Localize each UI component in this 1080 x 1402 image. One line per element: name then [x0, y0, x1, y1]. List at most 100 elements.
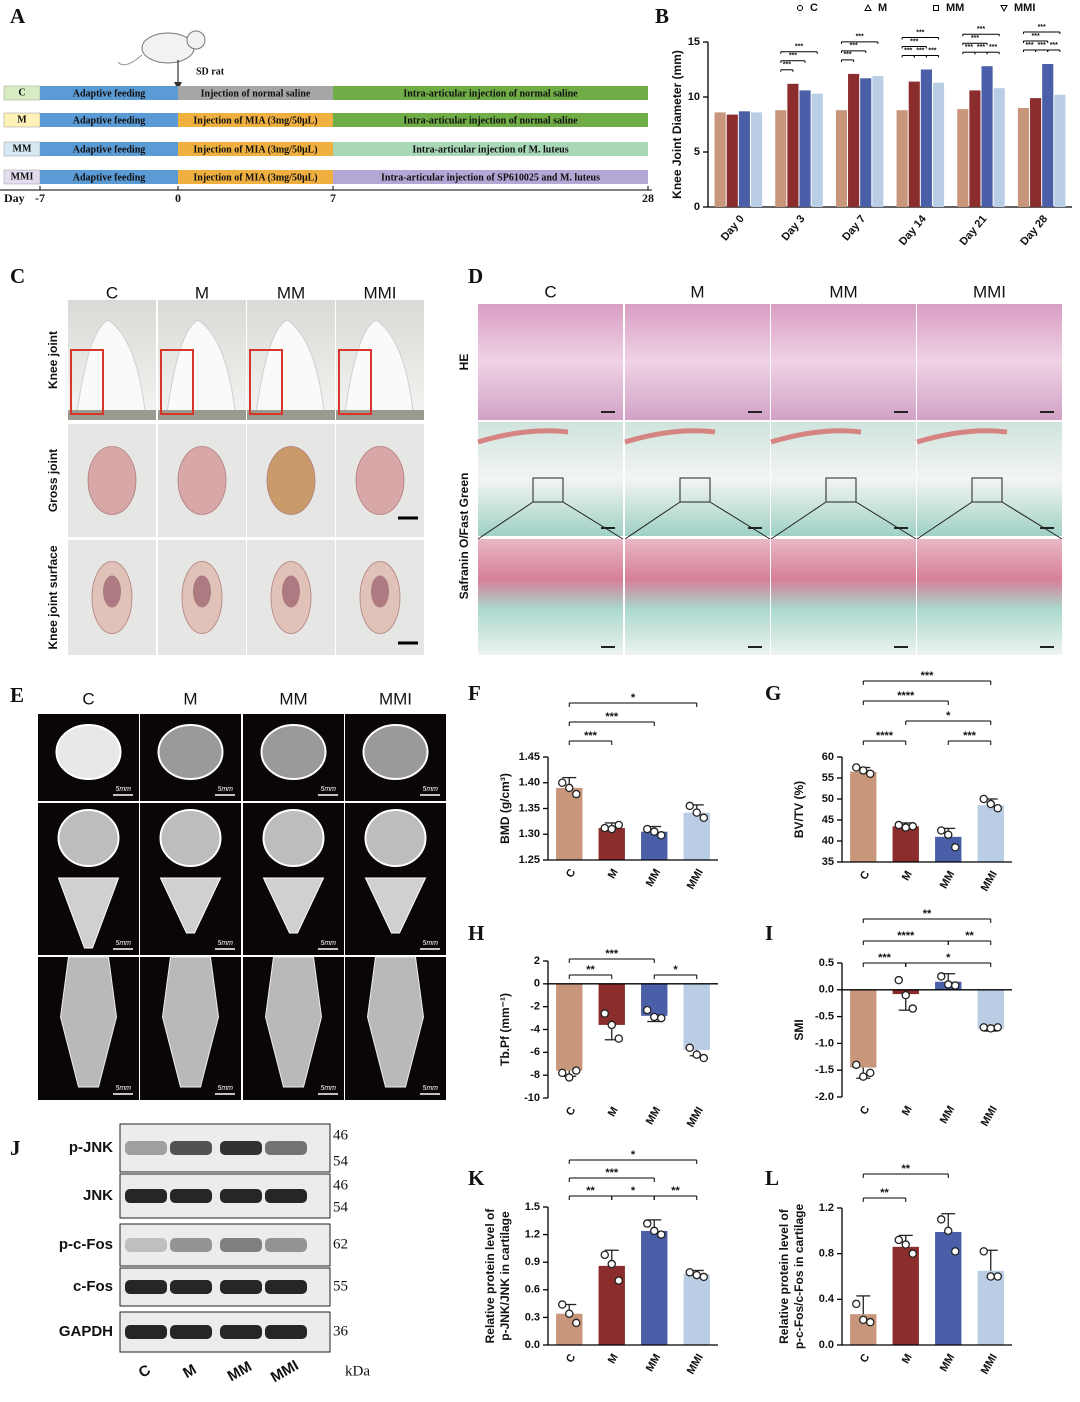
- x-tick-label: Day 28: [1018, 213, 1050, 248]
- phase-label: Adaptive feeding: [73, 88, 146, 99]
- bar: [775, 110, 787, 207]
- bar: [850, 771, 877, 862]
- phase-label: Injection of MIA (3mg/50μL): [193, 115, 317, 126]
- kda-label: 55: [333, 1278, 348, 1294]
- ruler: [68, 410, 156, 420]
- protein-label: c-Fos: [73, 1278, 113, 1295]
- data-point: [951, 1247, 960, 1256]
- sig-label: ***: [1025, 42, 1033, 49]
- phase-label: Adaptive feeding: [73, 172, 146, 183]
- x-tick-label: Day 21: [958, 213, 990, 248]
- column-header: MM: [279, 689, 307, 708]
- legend-marker: [933, 5, 939, 11]
- bar: [993, 88, 1005, 207]
- data-point: [565, 1309, 574, 1318]
- y-tick-label: -10: [524, 1092, 540, 1104]
- y-tick-label: 1.40: [519, 777, 540, 789]
- sig-label: ***: [904, 47, 912, 54]
- y-tick-label: 0.9: [525, 1256, 540, 1268]
- lane-label: C: [136, 1361, 154, 1381]
- micrograph: [625, 304, 770, 420]
- blot-band: [170, 1189, 212, 1203]
- protein-label: p-c-Fos: [59, 1236, 113, 1253]
- day-tick-label: 7: [330, 191, 336, 205]
- data-point: [692, 1050, 702, 1059]
- y-tick-label: 15: [688, 36, 700, 48]
- x-tick-label: C: [858, 869, 872, 882]
- data-point: [944, 980, 953, 989]
- sig-label: ****: [876, 730, 894, 742]
- sig-label: *: [631, 692, 636, 704]
- y-axis-label: BMD (g/cm³): [498, 773, 512, 844]
- x-tick-label: MM: [938, 1352, 958, 1374]
- column-header: MMI: [973, 282, 1006, 301]
- panel-letter: D: [468, 264, 483, 288]
- data-point: [859, 1072, 868, 1081]
- specimen: [355, 446, 405, 515]
- ct-render: [59, 956, 118, 1088]
- data-point: [866, 769, 875, 779]
- ct-section: [362, 724, 429, 780]
- sig-label: ***: [795, 44, 803, 51]
- data-point: [572, 789, 581, 799]
- scale-label: 5mm: [320, 940, 336, 947]
- row-label: Gross joint: [46, 449, 60, 512]
- zoom-line: [1001, 501, 1063, 540]
- data-point: [558, 1068, 567, 1078]
- bar: [1017, 108, 1030, 207]
- y-tick-label: -8: [530, 1069, 540, 1081]
- day-tick-label: 0: [175, 191, 181, 205]
- cartilage-band: [916, 428, 1008, 445]
- sig-label: ***: [783, 62, 791, 69]
- x-tick-label: MMI: [685, 1105, 706, 1130]
- data-point: [614, 1034, 624, 1043]
- ct-femur: [57, 809, 120, 867]
- specimen-core: [282, 575, 300, 608]
- data-point: [657, 1013, 666, 1023]
- column-header: C: [544, 282, 556, 301]
- blot-band: [125, 1325, 167, 1339]
- bar: [977, 989, 1004, 1029]
- bar: [969, 90, 981, 207]
- bar: [556, 1313, 583, 1345]
- sig-label: *: [673, 964, 678, 976]
- blot-band: [170, 1238, 212, 1252]
- lane-label: MM: [225, 1358, 255, 1385]
- x-tick-label: Day 7: [840, 213, 868, 243]
- micrograph: [625, 539, 770, 655]
- blot-band: [265, 1189, 307, 1203]
- sig-label: ***: [843, 52, 851, 59]
- bar: [896, 110, 908, 207]
- bar: [957, 109, 969, 207]
- y-tick-label: -2.0: [815, 1091, 834, 1103]
- y-tick-label: 50: [822, 793, 834, 805]
- sig-label: ***: [850, 43, 858, 50]
- blot-band: [125, 1280, 167, 1294]
- micrograph: [917, 304, 1062, 420]
- specimen-core: [371, 575, 389, 608]
- phase-bar: [178, 170, 333, 184]
- data-point: [558, 778, 567, 788]
- y-axis-label: Relative protein level of: [777, 1208, 791, 1344]
- sig-label: ***: [605, 1167, 619, 1179]
- sig-label: ***: [1050, 42, 1058, 49]
- scale-label: 5mm: [320, 1085, 336, 1092]
- scale-label: 5mm: [115, 1085, 131, 1092]
- sig-label: **: [965, 930, 974, 942]
- ct-tibia: [159, 877, 222, 934]
- blot-band: [265, 1141, 307, 1155]
- phase-label: Injection of normal saline: [201, 88, 311, 99]
- data-point: [572, 1318, 581, 1328]
- x-tick-label: MMI: [685, 1352, 706, 1377]
- phase-bar: [40, 142, 178, 156]
- legend-label: C: [810, 2, 818, 14]
- data-point: [937, 826, 946, 835]
- data-point: [685, 801, 695, 811]
- panel-letter: F: [468, 681, 481, 705]
- sig-label: **: [671, 1185, 680, 1197]
- animal-label: SD rat: [196, 66, 225, 77]
- y-tick-label: 1.30: [519, 828, 540, 840]
- blot-band: [170, 1141, 212, 1155]
- bar: [1030, 98, 1042, 207]
- y-tick-label: 60: [822, 751, 834, 763]
